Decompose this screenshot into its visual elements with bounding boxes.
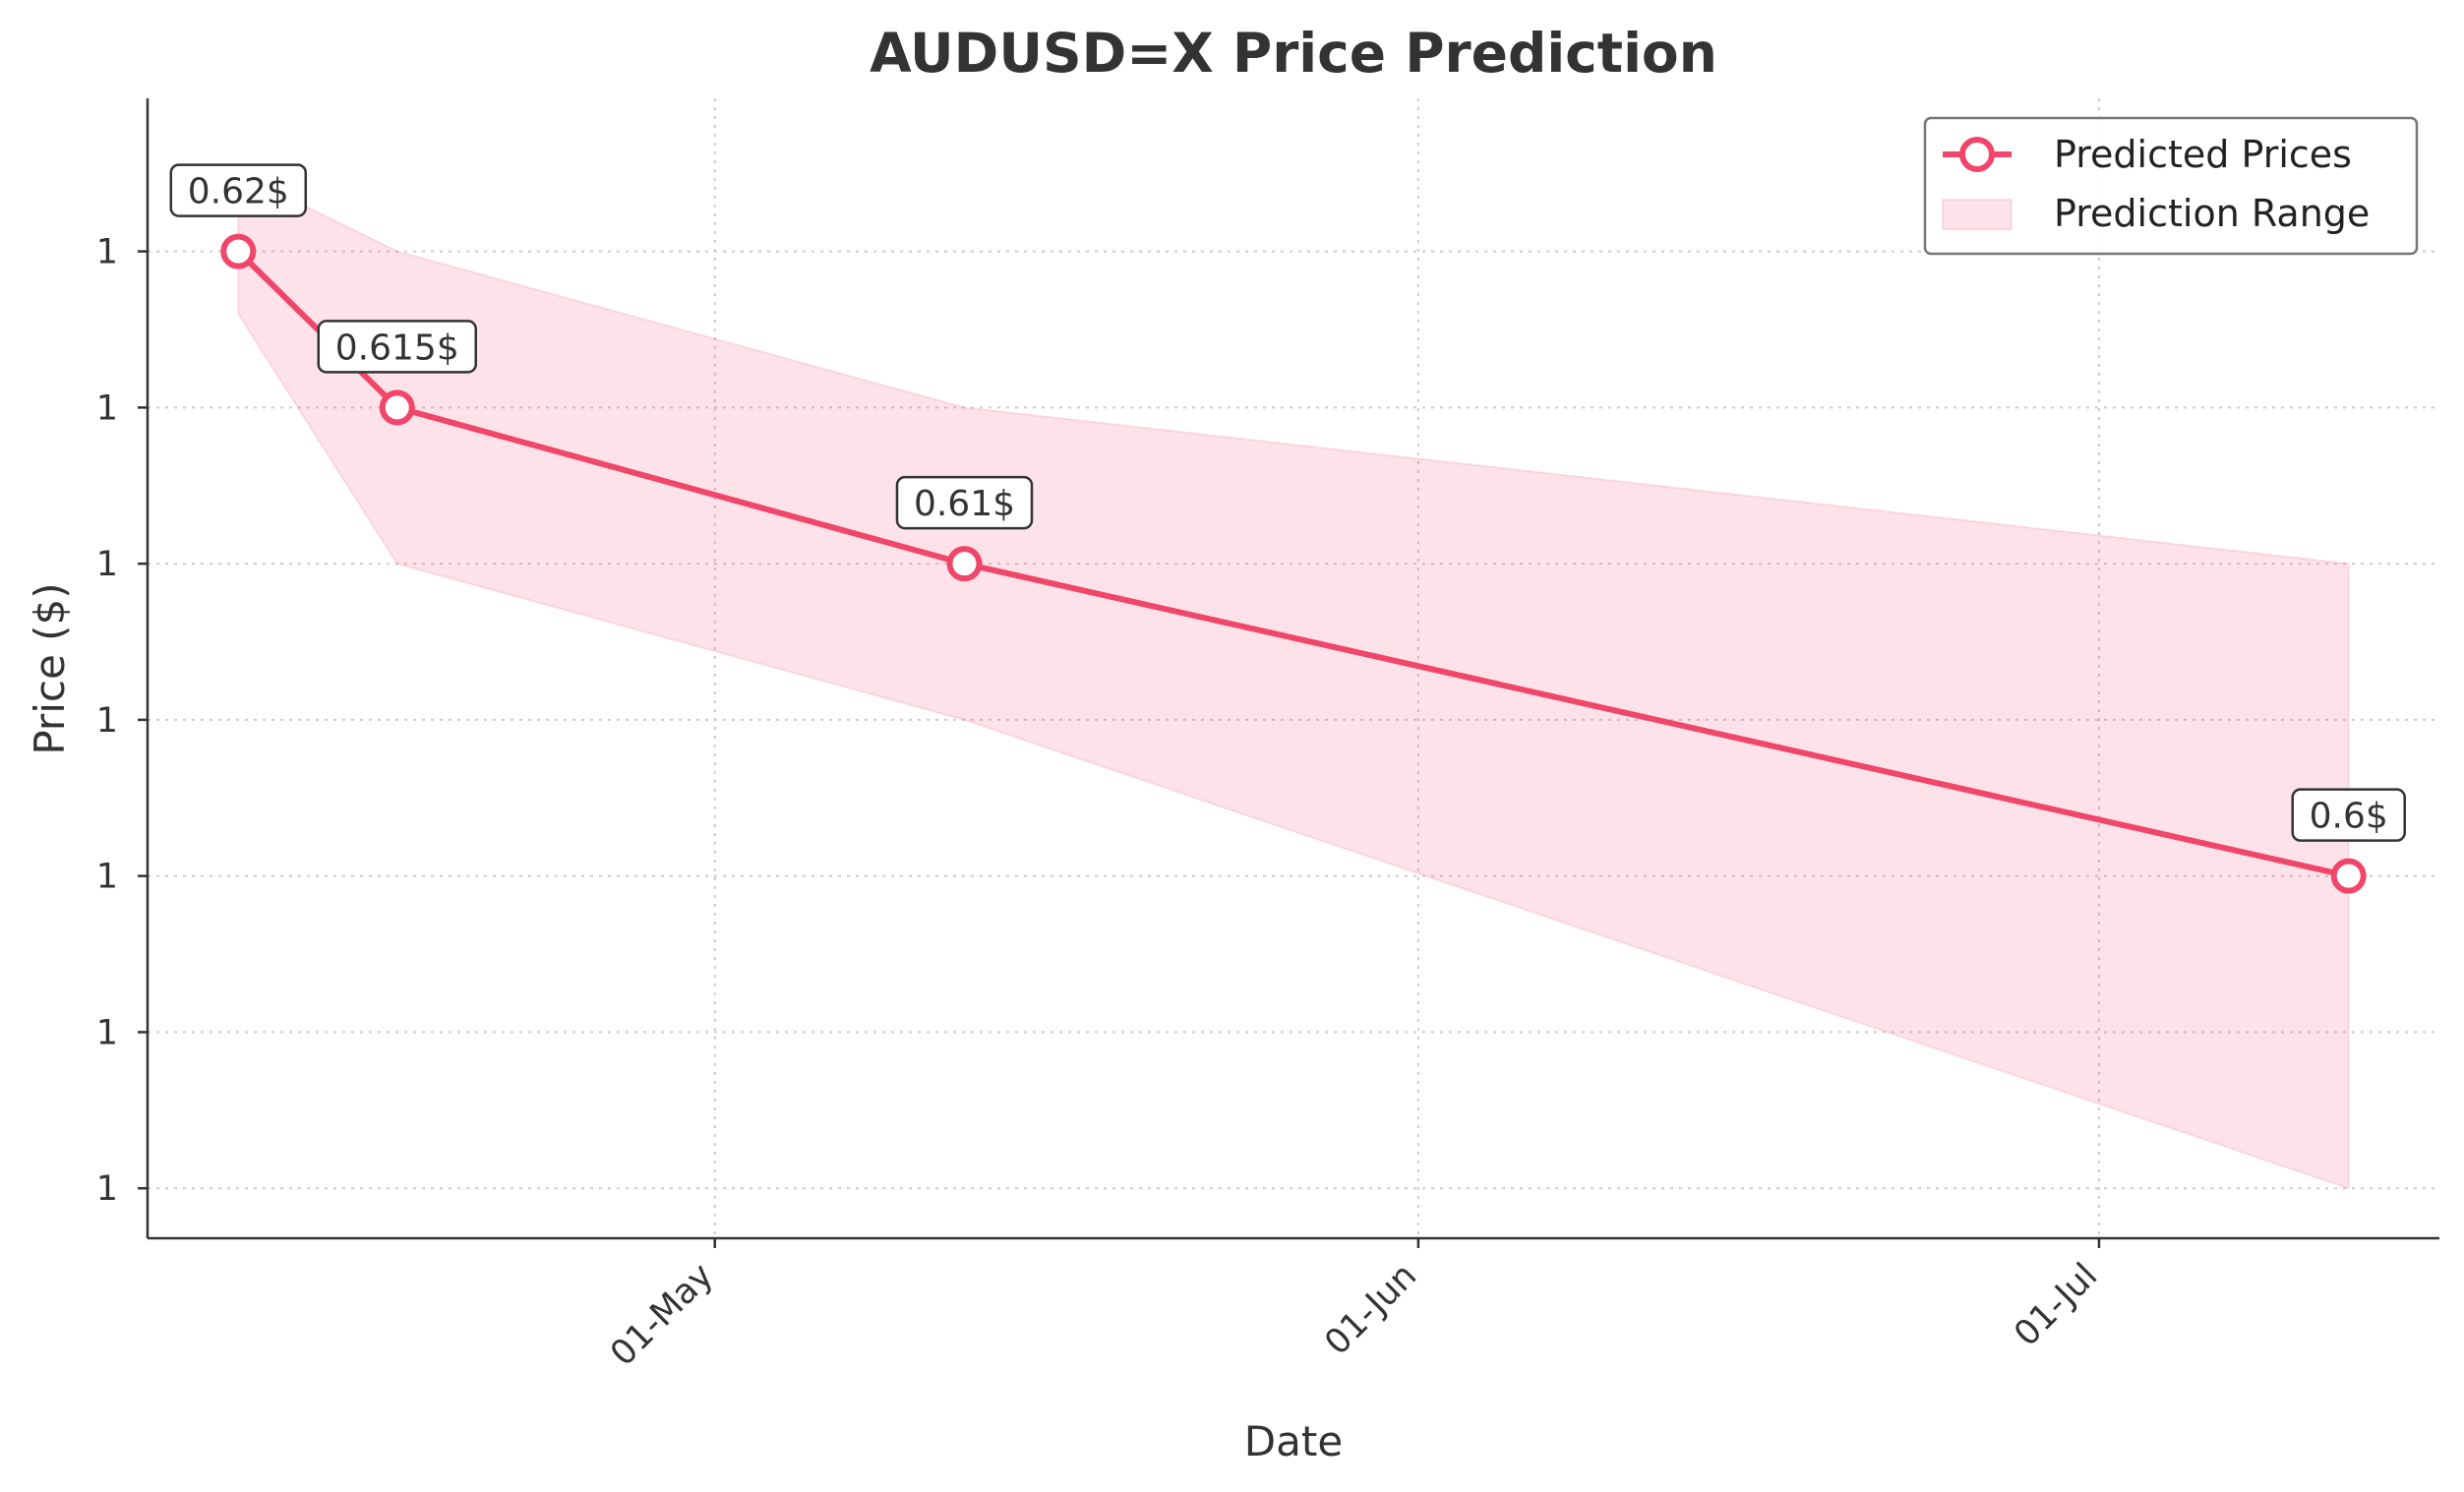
legend-marker-swatch <box>1959 137 1995 172</box>
predicted-price-point <box>946 546 983 582</box>
y-tick-label: 1 <box>96 1013 118 1052</box>
y-tick-label: 1 <box>96 858 118 897</box>
y-tick-label: 1 <box>96 545 118 584</box>
y-tick-label: 1 <box>96 701 118 741</box>
axes-layer <box>146 98 2439 1240</box>
data-label-box <box>2291 788 2406 842</box>
x-tick-label: 01-Jun <box>1317 1256 1424 1363</box>
legend-band-swatch <box>1942 199 2013 230</box>
y-tick-label: 1 <box>96 233 118 272</box>
x-tick-label: 01-May <box>603 1256 721 1374</box>
predicted-price-point <box>2330 858 2367 894</box>
data-label: 0.6$ <box>2310 797 2388 837</box>
predicted-price-point <box>220 233 257 269</box>
data-label-box <box>895 475 1034 530</box>
data-label-box <box>169 163 308 217</box>
y-tick-label: 1 <box>96 388 118 428</box>
data-label: 0.61$ <box>914 484 1015 524</box>
legend-label-predicted: Predicted Prices <box>2054 133 2352 176</box>
grid-layer <box>148 98 2439 1238</box>
chart-title: AUDUSD=X Price Prediction <box>870 22 1717 85</box>
data-label-box <box>317 320 478 374</box>
y-tick-label: 1 <box>96 1169 118 1209</box>
legend: Predicted Prices Prediction Range <box>1923 116 2419 256</box>
prediction-range-band <box>237 171 2350 1190</box>
legend-frame <box>1923 116 2419 256</box>
data-label: 0.615$ <box>335 328 459 368</box>
x-axis-label: Date <box>1244 1417 1343 1465</box>
x-tick-label: 01-Jul <box>2007 1256 2105 1354</box>
predicted-price-point <box>379 389 415 426</box>
band-layer <box>237 171 2350 1190</box>
annotation-layer: 0.62$ 0.615$ 0.61$ 0.6$ <box>169 163 2406 842</box>
legend-label-range: Prediction Range <box>2054 192 2370 235</box>
data-label: 0.62$ <box>188 172 289 212</box>
y-axis-label: Price ($) <box>26 582 74 754</box>
